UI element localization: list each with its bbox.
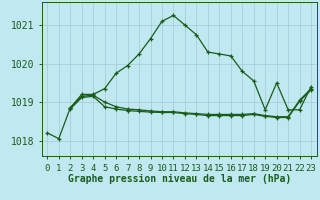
X-axis label: Graphe pression niveau de la mer (hPa): Graphe pression niveau de la mer (hPa) [68, 174, 291, 184]
